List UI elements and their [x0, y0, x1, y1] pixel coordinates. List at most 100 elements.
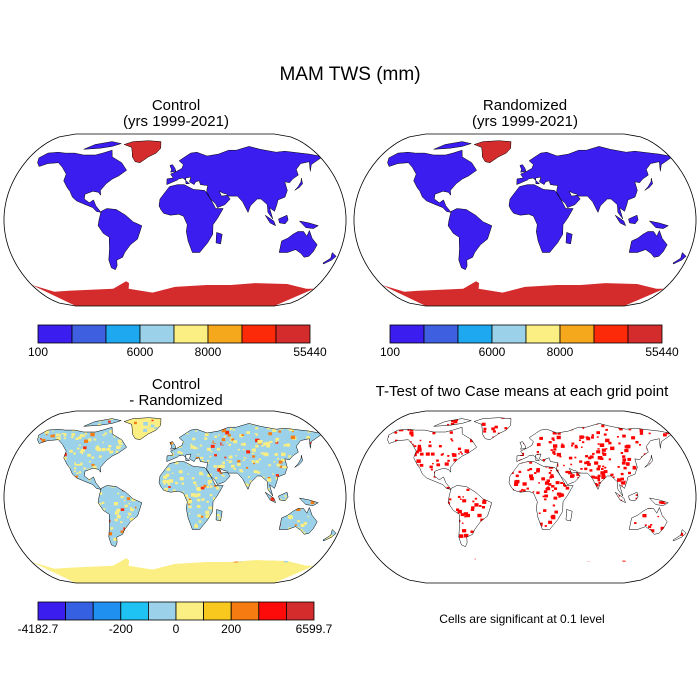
land-new-guinea	[649, 221, 669, 229]
coastline-sumatra	[264, 491, 277, 504]
coastline-greenland	[123, 140, 162, 163]
colorbar-swatch	[525, 324, 561, 344]
colorbar-swatch	[258, 601, 287, 621]
land-eurasia	[516, 146, 671, 219]
coastline-eurasia	[166, 423, 322, 497]
land-arctic-islands	[83, 141, 122, 150]
coastline-south-america	[447, 485, 493, 548]
land-south-america	[448, 208, 492, 270]
map-randomized	[353, 133, 697, 307]
panel-title-difference: Control - Randomized	[26, 377, 326, 409]
land-north-america	[37, 427, 127, 490]
land-borneo	[628, 215, 639, 224]
coastline-madagascar	[565, 509, 573, 522]
colorbar-swatch	[71, 324, 107, 344]
coastline-new-guinea	[298, 220, 319, 229]
panel-title-control: Control (yrs 1999-2021)	[26, 98, 326, 130]
coastline-south-america	[97, 208, 143, 271]
coastline-japan	[294, 454, 303, 468]
coastline-greenland	[473, 140, 512, 163]
coastline-japan	[644, 177, 653, 191]
coastline-africa	[158, 461, 224, 530]
coastline-new-zealand	[672, 529, 687, 542]
coastline-borneo	[628, 214, 639, 225]
land-eurasia	[166, 146, 321, 219]
land-borneo	[629, 492, 639, 501]
colorbar-swatch	[275, 324, 311, 344]
map-ttest	[353, 410, 697, 584]
colorbar-difference	[37, 601, 315, 621]
coastline-borneo	[278, 491, 289, 502]
land-arctic-islands	[433, 141, 472, 150]
coastline-north-america	[387, 426, 477, 490]
colorbar-swatch	[65, 601, 94, 621]
colorbar-label: 8000	[194, 345, 222, 359]
coastline-sumatra	[264, 214, 277, 227]
land-sumatra	[615, 215, 626, 226]
colorbar-swatch	[627, 324, 663, 344]
coastline-australia	[628, 229, 668, 258]
colorbar-swatch	[175, 601, 205, 621]
colorbar-swatch	[559, 324, 595, 344]
coastline-new-zealand	[322, 252, 337, 265]
colorbar-swatch	[389, 324, 425, 344]
colorbar-label: 6599.7	[295, 622, 333, 636]
coastline-south-america	[447, 208, 493, 271]
colorbar-label: 8000	[546, 345, 574, 359]
colorbar-swatch	[37, 324, 73, 344]
land-greenland	[124, 140, 161, 163]
map-control	[3, 133, 347, 307]
coastline-arctic-islands	[83, 141, 123, 150]
panel-title-randomized: Randomized (yrs 1999-2021)	[375, 98, 675, 130]
coastline-japan	[294, 177, 303, 191]
panel-title-line: (yrs 1999-2021)	[472, 113, 578, 130]
colorbar-swatch	[173, 324, 209, 344]
coastline-uk	[169, 441, 177, 450]
coastline-greenland	[123, 417, 162, 440]
coastline-borneo	[278, 214, 289, 225]
colorbar-label: -200	[108, 622, 133, 636]
coastline-madagascar	[215, 509, 223, 522]
coastline-japan	[644, 454, 653, 468]
land-arctic-islands	[83, 418, 122, 427]
land-antarctica	[382, 558, 664, 583]
colorbar-label: 55440	[293, 345, 327, 359]
coastline-eurasia	[166, 146, 322, 220]
colorbar-swatch	[105, 324, 141, 344]
map-outline	[353, 410, 697, 584]
land-australia	[279, 230, 318, 258]
land-madagascar	[566, 232, 573, 244]
panel-title-line: T-Test of two Case means at each grid po…	[375, 383, 669, 400]
colorbar-label: -4182.7	[17, 622, 59, 636]
land-north-america	[37, 150, 127, 213]
coastline-madagascar	[565, 232, 573, 245]
coastline-arctic-islands	[433, 141, 473, 150]
land-greenland	[474, 140, 511, 163]
colorbar-swatch	[241, 324, 277, 344]
panel-title-line: Control	[151, 97, 201, 114]
map-outline	[3, 133, 347, 307]
panel-title-line: - Randomized	[129, 392, 223, 409]
coastline-arctic-islands	[83, 418, 123, 427]
coastline-new-zealand	[322, 529, 337, 542]
land-antarctica	[381, 281, 665, 306]
land-africa	[159, 184, 224, 253]
coastline-new-guinea	[648, 220, 669, 229]
colorbar-label: 6000	[478, 345, 506, 359]
coastline-africa	[508, 184, 574, 253]
coastline-uk	[519, 441, 527, 450]
coastline-arctic-islands	[433, 418, 473, 427]
land-borneo	[278, 215, 289, 224]
land-japan	[294, 178, 303, 191]
land-africa	[509, 184, 574, 253]
coastline-africa	[508, 461, 574, 530]
land-north-america	[387, 150, 477, 213]
coastline-uk	[169, 164, 177, 173]
colorbar-swatch	[37, 601, 67, 621]
coastline-africa	[158, 184, 224, 253]
panel-title-line: Randomized	[482, 97, 568, 114]
colorbar-label: 100	[379, 345, 401, 359]
land-sumatra	[615, 492, 625, 503]
colorbar-control	[37, 324, 311, 344]
colorbar-swatch	[423, 324, 459, 344]
